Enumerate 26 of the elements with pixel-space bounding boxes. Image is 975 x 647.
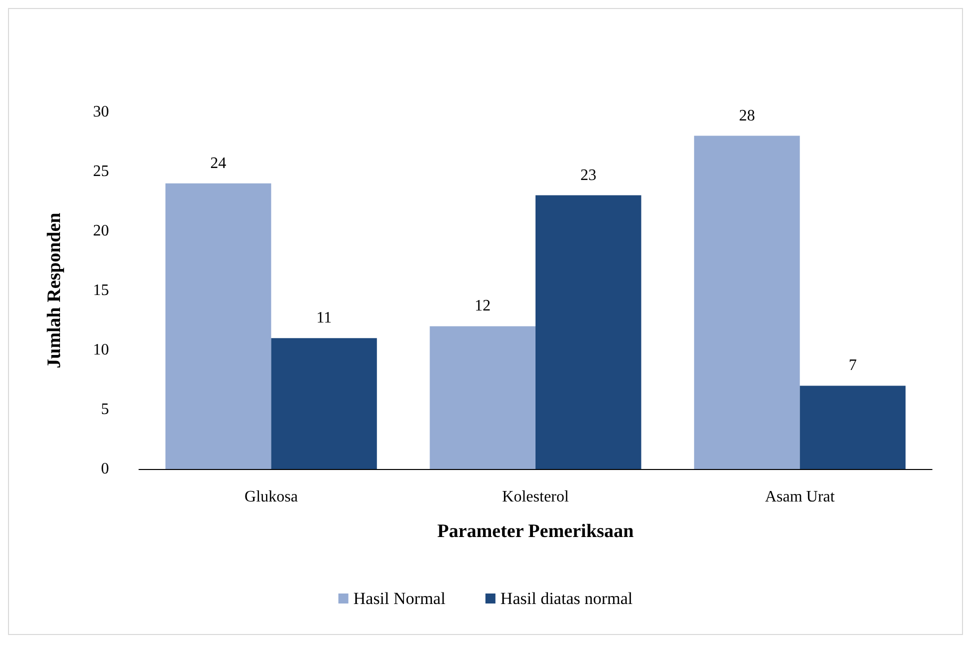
data-label: 28 bbox=[738, 107, 755, 124]
y-axis-title: Jumlah Responden bbox=[44, 212, 65, 368]
x-axis-title: Parameter Pemeriksaan bbox=[437, 521, 634, 542]
data-label: 11 bbox=[316, 310, 332, 327]
y-tick-label: 5 bbox=[101, 401, 109, 418]
bar bbox=[800, 386, 906, 469]
bar bbox=[271, 338, 377, 469]
legend-label: Hasil diatas normal bbox=[500, 589, 633, 608]
y-tick-label: 20 bbox=[93, 222, 109, 240]
bar bbox=[430, 326, 536, 469]
y-tick-label: 10 bbox=[93, 342, 109, 358]
x-tick-label: Asam Urat bbox=[764, 488, 836, 506]
y-tick-label: 15 bbox=[93, 282, 109, 299]
data-label: 24 bbox=[210, 154, 226, 172]
data-label: 12 bbox=[474, 298, 491, 315]
y-tick-label: 30 bbox=[93, 104, 109, 120]
x-tick-label: Glukosa bbox=[244, 488, 298, 506]
data-label: 23 bbox=[580, 166, 596, 184]
x-tick-label: Kolesterol bbox=[502, 488, 570, 506]
bar bbox=[536, 195, 642, 469]
legend-label: Hasil Normal bbox=[353, 589, 446, 608]
bar bbox=[165, 183, 272, 469]
bar bbox=[694, 136, 800, 469]
data-label: 7 bbox=[848, 357, 857, 374]
y-tick-label: 25 bbox=[93, 163, 109, 180]
y-tick-label: 0 bbox=[101, 460, 109, 478]
